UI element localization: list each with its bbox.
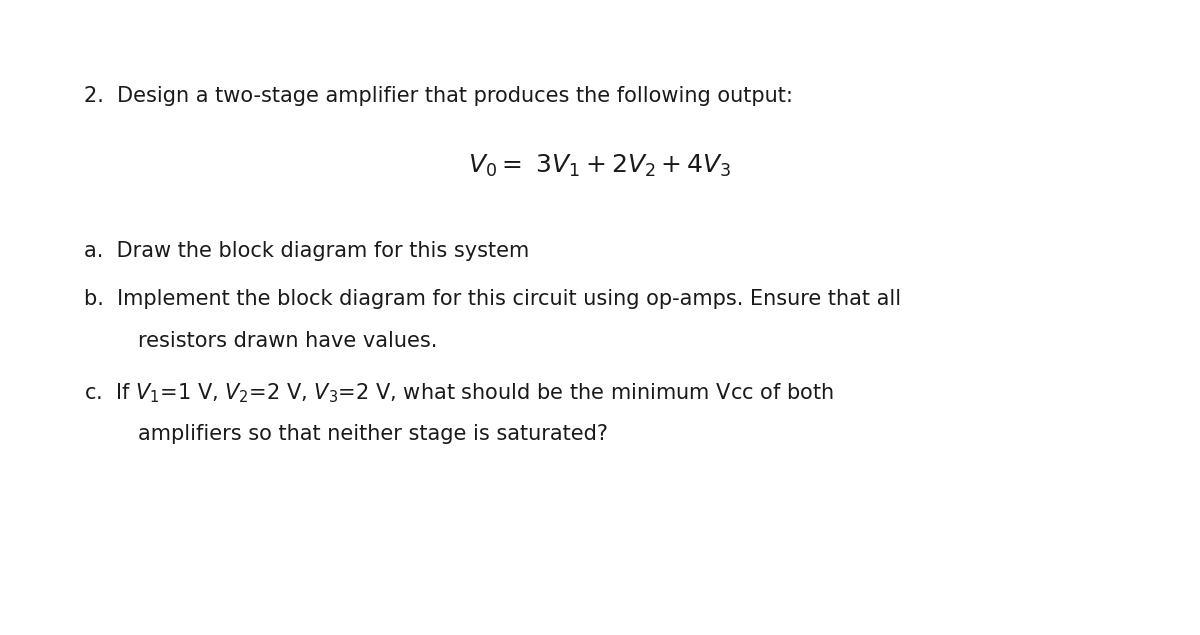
- Text: amplifiers so that neither stage is saturated?: amplifiers so that neither stage is satu…: [138, 424, 608, 443]
- Text: c.  If $V_1$=1 V, $V_2$=2 V, $V_3$=2 V, what should be the minimum Vcc of both: c. If $V_1$=1 V, $V_2$=2 V, $V_3$=2 V, w…: [84, 381, 834, 404]
- Text: 2.  Design a two-stage amplifier that produces the following output:: 2. Design a two-stage amplifier that pro…: [84, 86, 793, 105]
- Text: resistors drawn have values.: resistors drawn have values.: [138, 331, 437, 351]
- Text: $V_0 = \ 3V_1 + 2V_2 + 4V_3$: $V_0 = \ 3V_1 + 2V_2 + 4V_3$: [468, 152, 732, 178]
- Text: a.  Draw the block diagram for this system: a. Draw the block diagram for this syste…: [84, 241, 529, 261]
- Text: b.  Implement the block diagram for this circuit using op-amps. Ensure that all: b. Implement the block diagram for this …: [84, 289, 901, 309]
